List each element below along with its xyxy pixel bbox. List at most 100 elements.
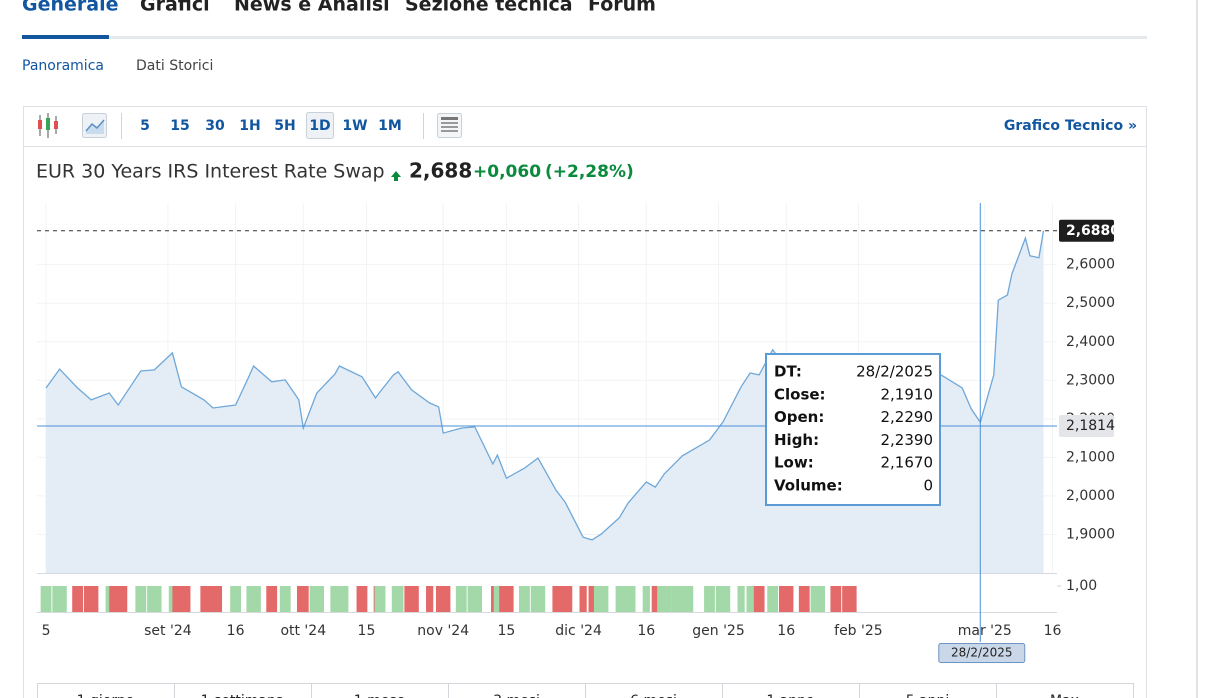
volume-tick-label: 1,00 (1066, 578, 1097, 594)
x-tick-label: dic '24 (555, 623, 602, 639)
range-button-label: 1 giorno (77, 693, 135, 698)
tab[interactable]: News e Analisi (234, 0, 390, 16)
crosshair-y-box (1059, 415, 1114, 438)
last-price-box (1059, 219, 1114, 242)
volume-bar (579, 586, 587, 612)
subtab[interactable]: Dati Storici (136, 58, 213, 74)
range-button[interactable] (448, 683, 586, 698)
volume-bar (435, 586, 451, 612)
range-button[interactable] (37, 683, 175, 698)
interval-active (306, 112, 334, 139)
volume-bar (767, 586, 779, 612)
range-button-label: 1 anno (766, 693, 814, 698)
interval-button[interactable]: 1W (342, 118, 367, 134)
volume-bar (642, 586, 650, 612)
up-arrow (391, 171, 401, 181)
y-tick-label: 2,5000 (1066, 295, 1115, 311)
x-tick-label: mar '25 (958, 623, 1012, 639)
range-button[interactable] (996, 683, 1134, 698)
volume-bar (621, 586, 636, 612)
volume-bar (715, 586, 731, 612)
x-tick-label: ott '24 (280, 623, 326, 639)
x-tick-label: nov '24 (417, 623, 469, 639)
range-button-label: 3 mesi (493, 693, 540, 698)
volume-bar (266, 586, 278, 612)
range-button[interactable] (722, 683, 860, 698)
volume-bar (297, 586, 309, 612)
tooltip-label: Volume: (774, 477, 843, 495)
tooltip-label: Open: (774, 408, 824, 426)
technical-link[interactable]: Grafico Tecnico » (1004, 118, 1137, 134)
line-icon[interactable] (82, 113, 107, 138)
range-button[interactable] (311, 683, 449, 698)
crosshair-y-label: 2,1814 (1066, 418, 1115, 434)
volume-bar (135, 586, 147, 612)
x-tick-label: 5 (42, 623, 51, 639)
tab[interactable]: Sezione tecnica (405, 0, 573, 16)
volume-bar (588, 586, 596, 612)
volume-bar (203, 586, 223, 612)
volume-bar (279, 586, 291, 612)
interval-button[interactable]: 5H (274, 118, 295, 134)
range-button[interactable] (859, 683, 997, 698)
volume-bar (330, 586, 349, 612)
volume-bar (147, 586, 162, 612)
x-tick-label: 16 (1044, 623, 1062, 639)
interval-button[interactable]: 1D (309, 118, 330, 134)
volume-bar (519, 586, 530, 612)
interval-button[interactable]: 1H (239, 118, 260, 134)
x-tick-label: set '24 (144, 623, 192, 639)
volume-bar (798, 586, 810, 612)
range-button-label: 1 settimana (201, 693, 285, 698)
volume-bar (309, 586, 325, 612)
tab-underline (22, 35, 109, 39)
volume-bar (491, 586, 495, 612)
interval-button[interactable]: 15 (170, 118, 189, 134)
range-button[interactable] (174, 683, 312, 698)
range-button-label: Max (1050, 693, 1079, 698)
tab-rule (22, 36, 1147, 39)
table-icon[interactable] (437, 113, 462, 138)
interval-button[interactable]: 1M (378, 118, 402, 134)
tooltip-label: DT: (774, 363, 802, 381)
x-tick-label: 16 (777, 623, 795, 639)
range-button[interactable] (585, 683, 723, 698)
tab[interactable]: Grafici (140, 0, 210, 16)
x-tick-label: 15 (358, 623, 376, 639)
chart-box (23, 106, 1147, 698)
tab[interactable]: Forum (588, 0, 656, 16)
x-tick-label: 16 (637, 623, 655, 639)
volume-bar (830, 586, 842, 612)
volume-bar (40, 586, 52, 612)
volume-bar (392, 586, 404, 612)
y-tick-label: 2,6000 (1066, 257, 1115, 273)
volume-bar (246, 586, 261, 612)
interval-button[interactable]: 5 (140, 118, 150, 134)
volume-bar (593, 586, 609, 612)
tooltip-label: Close: (774, 385, 826, 403)
y-tick-label: 2,3000 (1066, 372, 1115, 388)
volume-bar (356, 586, 368, 612)
volume-bar (499, 586, 514, 612)
volume-bar (552, 586, 560, 612)
volume-bar (426, 586, 434, 612)
volume-bar (52, 586, 67, 612)
interval-button[interactable]: 30 (205, 118, 225, 134)
volume-bar (746, 586, 754, 612)
volume-bar (404, 586, 419, 612)
volume-bar (374, 586, 386, 612)
candle-icon[interactable] (38, 113, 58, 138)
volume-bar (172, 586, 191, 612)
tooltip-value: 2,1910 (881, 385, 934, 403)
tab[interactable]: Generale (22, 0, 118, 16)
volume-bar (493, 586, 501, 612)
range-button-label: 6 mesi (630, 693, 677, 698)
subtab[interactable]: Panoramica (22, 58, 104, 74)
volume-bar (842, 586, 857, 612)
tooltip-value: 0 (923, 477, 933, 495)
y-tick-label: 2,0000 (1066, 488, 1115, 504)
volume-bar (753, 586, 765, 612)
volume-bar (72, 586, 84, 612)
x-tick-label: 16 (227, 623, 245, 639)
